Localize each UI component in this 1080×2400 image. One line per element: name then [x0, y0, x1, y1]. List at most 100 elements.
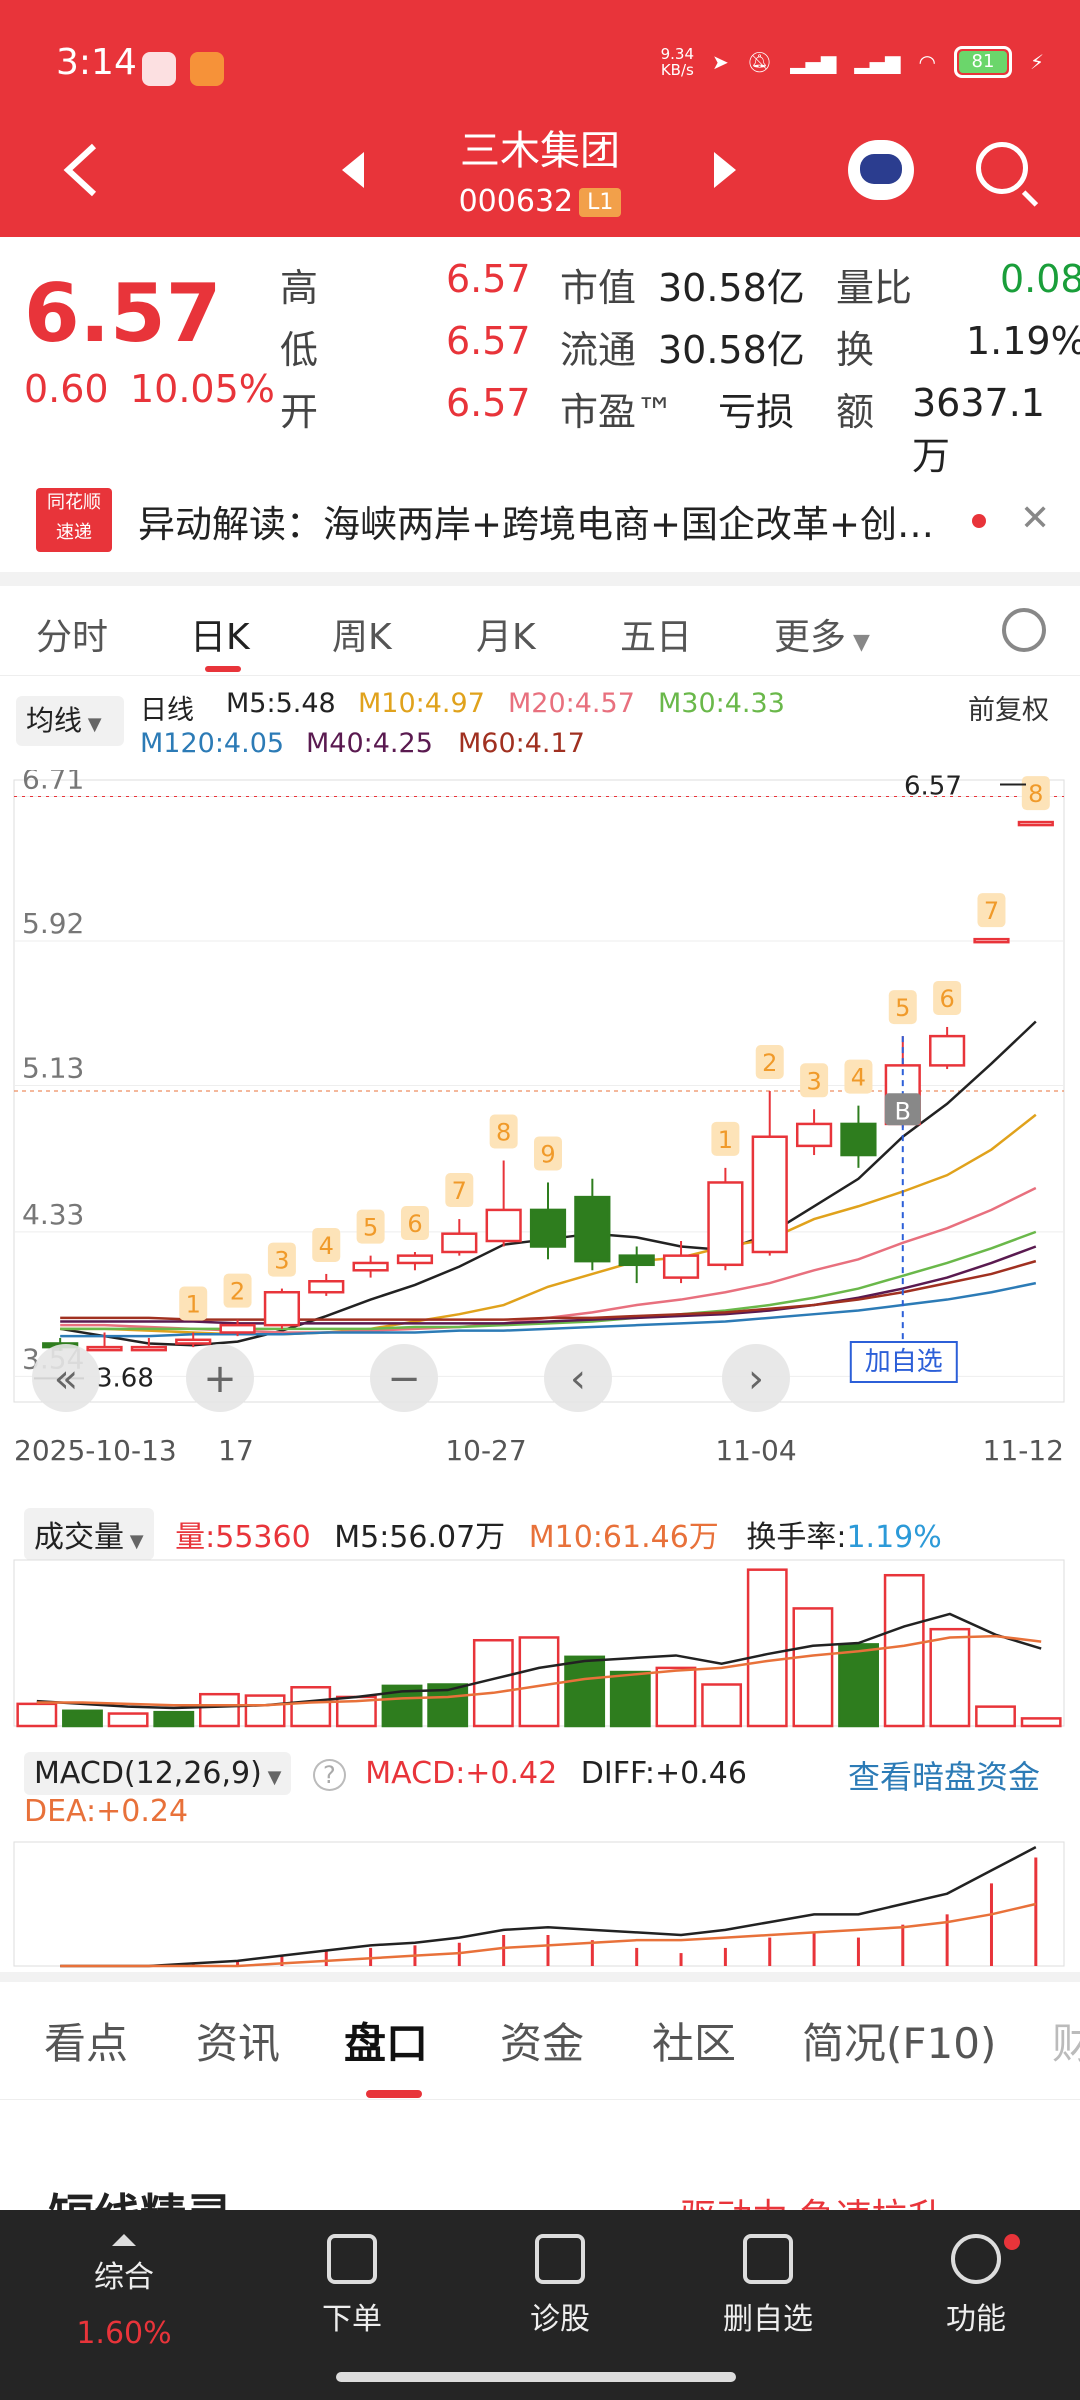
volume-bar — [199, 1692, 240, 1728]
volume-selector[interactable]: 成交量 ▼ — [24, 1508, 154, 1560]
adjust-mode[interactable]: 前复权 — [968, 695, 1049, 726]
volume-bar — [62, 1709, 103, 1728]
dark-pool-link[interactable]: 查看暗盘资金 — [848, 1758, 1041, 1796]
settings-icon[interactable] — [1002, 608, 1046, 652]
search-icon[interactable] — [976, 142, 1028, 194]
nav-overview[interactable]: 综合 1.60% — [54, 2234, 194, 2351]
float-value: 30.58亿 — [658, 328, 805, 372]
tab-funds[interactable]: 资金 — [500, 2019, 585, 2068]
streak-label: 4 — [319, 1232, 334, 1260]
tab-five-day[interactable]: 五日 — [620, 617, 693, 658]
y-tick-label: 5.13 — [22, 1052, 84, 1085]
stock-code: 000632 — [458, 184, 574, 219]
volume-bar — [518, 1636, 560, 1728]
chevron-down-icon: ▼ — [846, 630, 870, 655]
top-header: 3:14 9.34 KB/s ➤ 🔕︎ ▂▄▆ ▂▄▆ ◠ 81 ⚡ 三木集团 … — [0, 0, 1080, 237]
streak-label: 6 — [939, 985, 954, 1013]
macd-chart[interactable] — [0, 1838, 1080, 1970]
volume-chart[interactable] — [0, 1556, 1080, 1732]
turnover-value: 1.19% — [966, 319, 1080, 363]
streak-label: 1 — [718, 1126, 733, 1154]
candle-body — [840, 1122, 877, 1157]
volume-bar — [244, 1694, 286, 1728]
streak-label: 7 — [984, 897, 999, 925]
close-icon[interactable]: ✕ — [1020, 498, 1051, 539]
zoom-in-icon-glyph: + — [203, 1356, 237, 1402]
zoom-out-icon[interactable] — [370, 1344, 438, 1412]
max-price-label: 6.57 — [904, 771, 962, 801]
net-speed: 9.34 KB/s — [661, 46, 694, 78]
home-indicator[interactable] — [336, 2372, 736, 2382]
streak-label: 5 — [363, 1214, 378, 1242]
streak-label: 9 — [540, 1140, 555, 1168]
high-row: 高 — [280, 257, 318, 312]
tab-order-book[interactable]: 盘口 — [344, 2019, 429, 2068]
banner-text[interactable]: 异动解读：海峡两岸+跨境电商+国企改革+创… — [138, 503, 935, 546]
nav-remove-watchlist[interactable]: 删自选 — [698, 2234, 838, 2338]
x-tick-label: 10-27 — [445, 1434, 526, 1467]
volume-bar — [929, 1627, 971, 1728]
prev-stock-icon[interactable] — [342, 152, 364, 188]
ma-line-m40 — [60, 1245, 1037, 1325]
ma-selector-label: 均线 — [26, 704, 83, 737]
nav-functions[interactable]: 功能 — [906, 2234, 1046, 2338]
signal-icon-2: ▂▄▆ — [854, 50, 901, 74]
volume-bar — [609, 1670, 651, 1728]
tab-active-indicator — [205, 666, 241, 672]
ma-m30: M30:4.33 — [658, 688, 785, 719]
chart-left-icon[interactable] — [544, 1344, 612, 1412]
zoom-in-icon[interactable] — [186, 1344, 254, 1412]
ma-period: 日线 — [140, 695, 194, 726]
open-value: 6.57 — [446, 381, 531, 425]
tab-finance[interactable]: 财 — [1052, 2019, 1080, 2068]
mute-icon: 🔕︎ — [746, 50, 773, 74]
back-icon[interactable] — [60, 140, 104, 200]
streak-badge — [489, 1114, 518, 1149]
battery-icon: 81 — [953, 46, 1012, 78]
nav-overview-label: 综合 — [94, 2260, 154, 2295]
tab-news[interactable]: 资讯 — [196, 2019, 281, 2068]
diff-line — [60, 1846, 1037, 1968]
open-row: 开 — [280, 381, 318, 436]
volume-bar — [701, 1683, 743, 1728]
tab-community[interactable]: 社区 — [652, 2019, 737, 2068]
add-watch-label: 加自选 — [865, 1347, 943, 1377]
minus-square-icon — [743, 2234, 793, 2284]
candle-body — [662, 1254, 700, 1279]
volume-bar — [838, 1643, 879, 1728]
tab-weekly-k[interactable]: 周K — [332, 617, 392, 658]
tab-monthly-k[interactable]: 月K — [476, 617, 536, 658]
tab-highlights[interactable]: 看点 — [44, 2019, 129, 2068]
order-icon — [327, 2234, 377, 2284]
ma-selector[interactable]: 均线 ▼ — [16, 696, 124, 746]
candlestick-chart[interactable]: 6.715.925.134.333.54123456789123456786.5… — [0, 770, 1080, 1470]
tab-more[interactable]: 更多 ▼ — [774, 608, 870, 660]
pe-label: 市盈™ — [560, 390, 675, 434]
streak-label: 2 — [762, 1049, 777, 1077]
assistant-robot-icon[interactable] — [848, 140, 914, 200]
volume-bar — [290, 1686, 332, 1728]
volume-title: 成交量 — [34, 1520, 124, 1555]
news-banner[interactable]: 同花顺 速递 异动解读：海峡两岸+跨境电商+国企改革+创… ✕ — [0, 470, 1080, 570]
volume-ma-m5 — [36, 1612, 1042, 1710]
tab-more-label: 更多 — [774, 617, 847, 658]
macd-selector[interactable]: MACD(12,26,9) ▼ — [24, 1752, 292, 1795]
battery-level: 81 — [958, 51, 1007, 73]
tab-daily-k[interactable]: 日K — [190, 617, 250, 658]
rewind-icon[interactable] — [32, 1344, 100, 1412]
streak-label: 8 — [496, 1119, 511, 1147]
next-stock-icon[interactable] — [714, 152, 736, 188]
nav-diagnose[interactable]: 诊股 — [490, 2234, 630, 2338]
tab-profile-f10[interactable]: 简况(F10) — [802, 2019, 997, 2068]
volume-bar — [975, 1705, 1016, 1728]
mcap-value: 30.58亿 — [658, 266, 805, 310]
chart-right-icon[interactable] — [722, 1344, 790, 1412]
rewind-icon-glyph: « — [54, 1356, 78, 1402]
volume-bar — [153, 1710, 195, 1728]
turnover-rate-label: 换手率: — [746, 1520, 847, 1555]
help-icon[interactable]: ? — [312, 1759, 346, 1791]
volume-bar — [792, 1607, 834, 1728]
nav-order[interactable]: 下单 — [282, 2234, 422, 2338]
tab-fenshi[interactable]: 分时 — [36, 617, 109, 658]
macd-header: MACD(12,26,9) ▼ ? MACD:+0.42 DIFF:+0.46 — [24, 1752, 747, 1795]
